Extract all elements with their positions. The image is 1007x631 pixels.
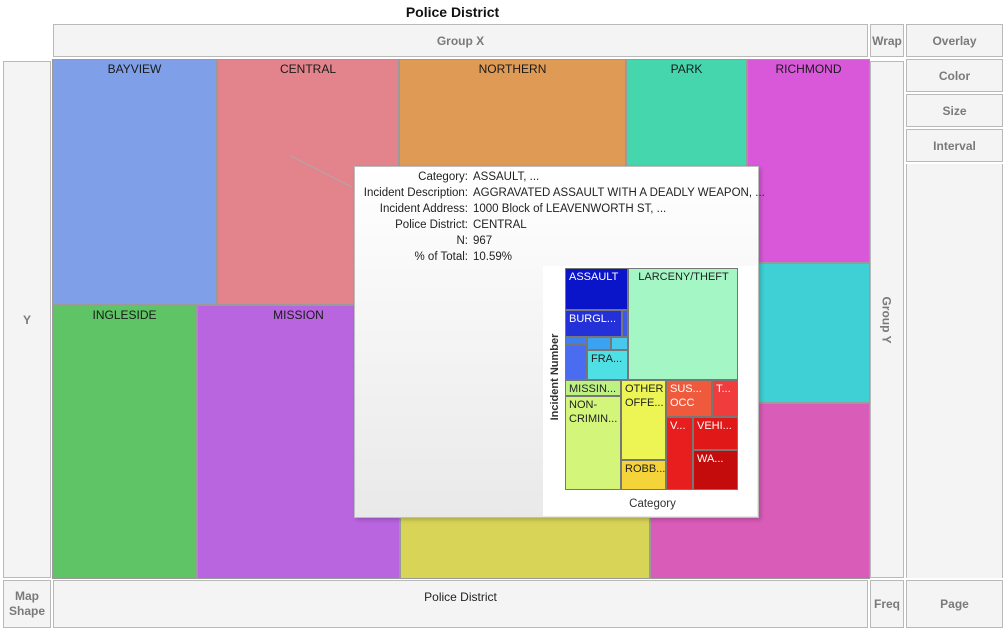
mini-plot-area: ASSAULT LARCENY/THEFT BURGL... FRA... MISSIN…	[565, 268, 740, 490]
category-tile: T...	[712, 380, 738, 417]
category-tile: BURGL...	[565, 310, 622, 337]
overlay-zone[interactable]: Overlay	[906, 24, 1003, 57]
tooltip-key: Category:	[418, 171, 468, 183]
category-tile	[611, 337, 628, 350]
category-tile: V...	[666, 417, 693, 490]
wrap-zone[interactable]: Wrap	[870, 24, 904, 57]
interval-zone[interactable]: Interval	[906, 129, 1003, 162]
page-zone[interactable]: Page	[906, 580, 1003, 628]
tooltip-row: N: 967	[355, 235, 755, 251]
district-tile[interactable]: INGLESIDE	[52, 305, 197, 579]
category-label: V...	[670, 420, 686, 432]
category-tile: MISSIN...	[565, 380, 621, 396]
mini-y-axis-label: Incident Number	[549, 333, 561, 421]
tooltip-value: ASSAULT, ...	[473, 171, 540, 183]
tooltip-value: 1000 Block of LEAVENWORTH ST, ...	[473, 203, 667, 215]
tooltip-row: Incident Description: AGGRAVATED ASSAULT …	[355, 187, 765, 203]
group-y-label: Group Y	[880, 295, 894, 344]
tooltip-row: % of Total: 10.59%	[355, 251, 755, 267]
category-tile	[587, 337, 611, 350]
district-label: NORTHERN	[478, 62, 547, 76]
category-label: NON- CRIMIN...	[569, 399, 618, 425]
category-tile: ROBB...	[621, 460, 666, 490]
category-label: ROBB...	[625, 463, 666, 475]
y-zone[interactable]: Y	[3, 61, 51, 578]
freq-zone[interactable]: Freq	[870, 580, 904, 628]
tooltip-value: 967	[473, 235, 493, 247]
category-label: WA...	[697, 453, 724, 465]
category-tile: FRA...	[587, 350, 628, 380]
tooltip-row: Incident Address: 1000 Block of LEAVENWOR…	[355, 203, 755, 219]
tooltip-mini-treemap: Incident Number ASSAULT LARCENY/THEFT BURG…	[543, 266, 757, 516]
tooltip-value: 10.59%	[473, 251, 513, 263]
category-label: MISSIN...	[569, 383, 617, 395]
category-label: FRA...	[591, 353, 623, 365]
category-label: BURGL...	[569, 313, 617, 325]
tooltip-value: AGGRAVATED ASSAULT WITH A DEADLY WEAPON,…	[473, 187, 765, 199]
district-label: INGLESIDE	[92, 308, 157, 322]
category-tile	[565, 345, 587, 380]
category-label: OTHER OFFE...	[625, 383, 664, 409]
category-label: T...	[716, 383, 731, 395]
category-label: SUS... OCC	[670, 383, 702, 409]
tooltip-value: CENTRAL	[473, 219, 527, 231]
tooltip-key: Incident Description:	[363, 187, 468, 199]
category-tile: ASSAULT	[565, 268, 628, 310]
district-label: BAYVIEW	[107, 62, 162, 76]
category-tile: NON- CRIMIN...	[565, 396, 621, 490]
x-axis-zone[interactable]: Police District	[53, 580, 868, 628]
chart-title: Police District	[405, 4, 500, 20]
color-zone[interactable]: Color	[906, 59, 1003, 92]
tooltip-key: % of Total:	[414, 251, 469, 263]
map-shape-zone[interactable]: Map Shape	[3, 580, 51, 628]
category-label: ASSAULT	[569, 271, 619, 283]
right-zone-area	[906, 164, 1003, 578]
tooltip-key: Police District:	[395, 219, 468, 231]
size-zone[interactable]: Size	[906, 94, 1003, 127]
mini-x-axis-label: Category	[629, 498, 676, 510]
category-label: LARCENY/THEFT	[638, 271, 729, 283]
group-x-zone[interactable]: Group X	[53, 24, 868, 57]
category-tile	[565, 337, 587, 345]
category-tile: LARCENY/THEFT	[628, 268, 738, 380]
district-tile[interactable]: RICHMOND	[747, 59, 870, 263]
category-tile: OTHER OFFE...	[621, 380, 666, 460]
tooltip-key: N:	[456, 235, 469, 247]
tooltip-key: Incident Address:	[379, 203, 468, 215]
district-label: RICHMOND	[775, 62, 842, 76]
tooltip-row: Police District: CENTRAL	[355, 219, 755, 235]
tooltip-row: Category: ASSAULT, ...	[355, 171, 755, 187]
group-y-zone[interactable]: Group Y	[870, 61, 904, 578]
category-label: VEHI...	[697, 420, 732, 432]
category-tile: VEHI...	[693, 417, 738, 450]
district-label: PARK	[670, 62, 703, 76]
category-tile: SUS... OCC	[666, 380, 712, 417]
district-label: CENTRAL	[279, 62, 336, 76]
x-axis-label: Police District	[424, 590, 497, 604]
category-tile	[622, 310, 628, 337]
district-tile[interactable]: BAYVIEW	[52, 59, 217, 305]
category-tile: WA...	[693, 450, 738, 490]
district-label: MISSION	[273, 308, 324, 322]
